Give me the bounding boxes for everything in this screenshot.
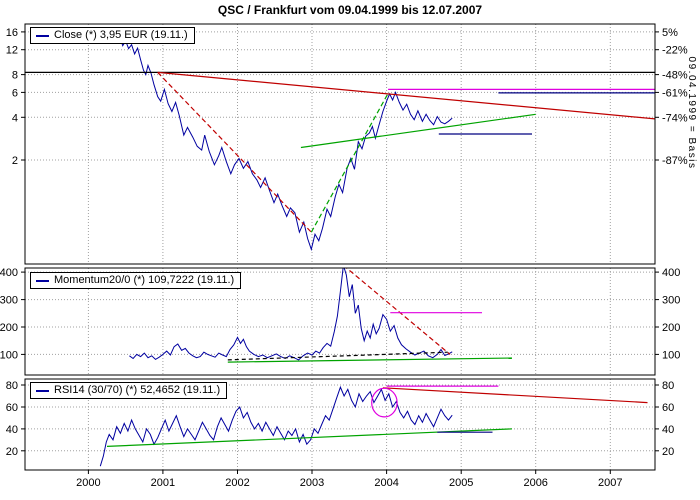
y-tick-label-left: 20 <box>6 446 18 458</box>
x-tick-label: 2004 <box>374 477 398 489</box>
x-tick-label: 2001 <box>151 477 175 489</box>
y-tick-label-left: 60 <box>6 402 18 414</box>
y-tick-label-left: 200 <box>0 322 18 334</box>
price-panel: 16 5% 12 -22% 8 -48% 6 -61% 4 -74% 2 -87% <box>6 23 688 265</box>
y-tick-label-right: 60 <box>662 402 674 414</box>
y-tick-label-right: -48% <box>662 70 688 82</box>
decline-trend-dashed <box>157 71 312 233</box>
legend-momentum-label: Momentum20/0 (*) 109,7222 (19.11.) <box>54 274 235 286</box>
momentum-series-key-icon <box>36 279 49 282</box>
y-tick-label-right: -22% <box>662 45 688 57</box>
momentum-downtrend-dashed <box>345 268 451 355</box>
y-tick-label-left: 8 <box>12 70 18 82</box>
y-tick-label-left: 4 <box>12 112 18 124</box>
x-tick-label: 2005 <box>449 477 473 489</box>
legend-rsi: RSI14 (30/70) (*) 52,4652 (19.11.) <box>30 382 228 399</box>
y-tick-label-right: -74% <box>662 112 688 124</box>
momentum-uptrend-line <box>227 357 512 363</box>
legend-rsi-label: RSI14 (30/70) (*) 52,4652 (19.11.) <box>54 384 221 396</box>
y-tick-label-left: 2 <box>12 155 18 167</box>
legend-momentum: Momentum20/0 (*) 109,7222 (19.11.) <box>30 272 242 289</box>
y-tick-label-right: 100 <box>662 349 680 361</box>
legend-close: Close (*) 3,95 EUR (19.11.) <box>30 27 195 44</box>
x-tick-label: 2007 <box>598 477 622 489</box>
y-tick-label-right: -87% <box>662 155 688 167</box>
support-uptrend-line <box>300 113 536 149</box>
long-downtrend-line <box>157 71 655 120</box>
x-tick-label: 2006 <box>523 477 547 489</box>
y-tick-label-right: 400 <box>662 267 680 279</box>
y-tick-label-right: 300 <box>662 295 680 307</box>
basis-axis-label: 09.04.1999 = Basis <box>686 56 697 170</box>
legend-close-label: Close (*) 3,95 EUR (19.11.) <box>54 29 188 41</box>
y-tick-label-right: 200 <box>662 322 680 334</box>
y-tick-label-left: 100 <box>0 349 18 361</box>
x-tick-label: 2000 <box>76 477 100 489</box>
rsi-series-key-icon <box>36 389 49 392</box>
y-tick-label-right: -61% <box>662 87 688 99</box>
y-tick-label-left: 6 <box>12 87 18 99</box>
x-tick-label: 2003 <box>300 477 324 489</box>
y-tick-label-right: 80 <box>662 380 674 392</box>
momentum-trend-dashed-black <box>227 351 448 361</box>
y-tick-label-right: 20 <box>662 446 674 458</box>
close-series-key-icon <box>36 34 49 37</box>
recovery-trend-dashed <box>310 93 389 233</box>
y-tick-label-left: 12 <box>6 45 18 57</box>
rsi-highlight-ellipse <box>371 387 398 418</box>
y-tick-label-right: 40 <box>662 424 674 436</box>
rsi-series <box>99 385 453 467</box>
rsi-uptrend-line <box>106 428 512 447</box>
y-tick-label-left: 40 <box>6 424 18 436</box>
y-tick-label-left: 16 <box>6 27 18 39</box>
y-tick-label-left: 80 <box>6 380 18 392</box>
y-tick-label-left: 300 <box>0 295 18 307</box>
x-tick-label: 2002 <box>225 477 249 489</box>
rsi-downtrend-line <box>382 387 648 404</box>
y-tick-label-right: 5% <box>662 27 678 39</box>
chart-title: QSC / Frankfurt vom 09.04.1999 bis 12.07… <box>217 3 483 17</box>
y-tick-label-left: 400 <box>0 267 18 279</box>
